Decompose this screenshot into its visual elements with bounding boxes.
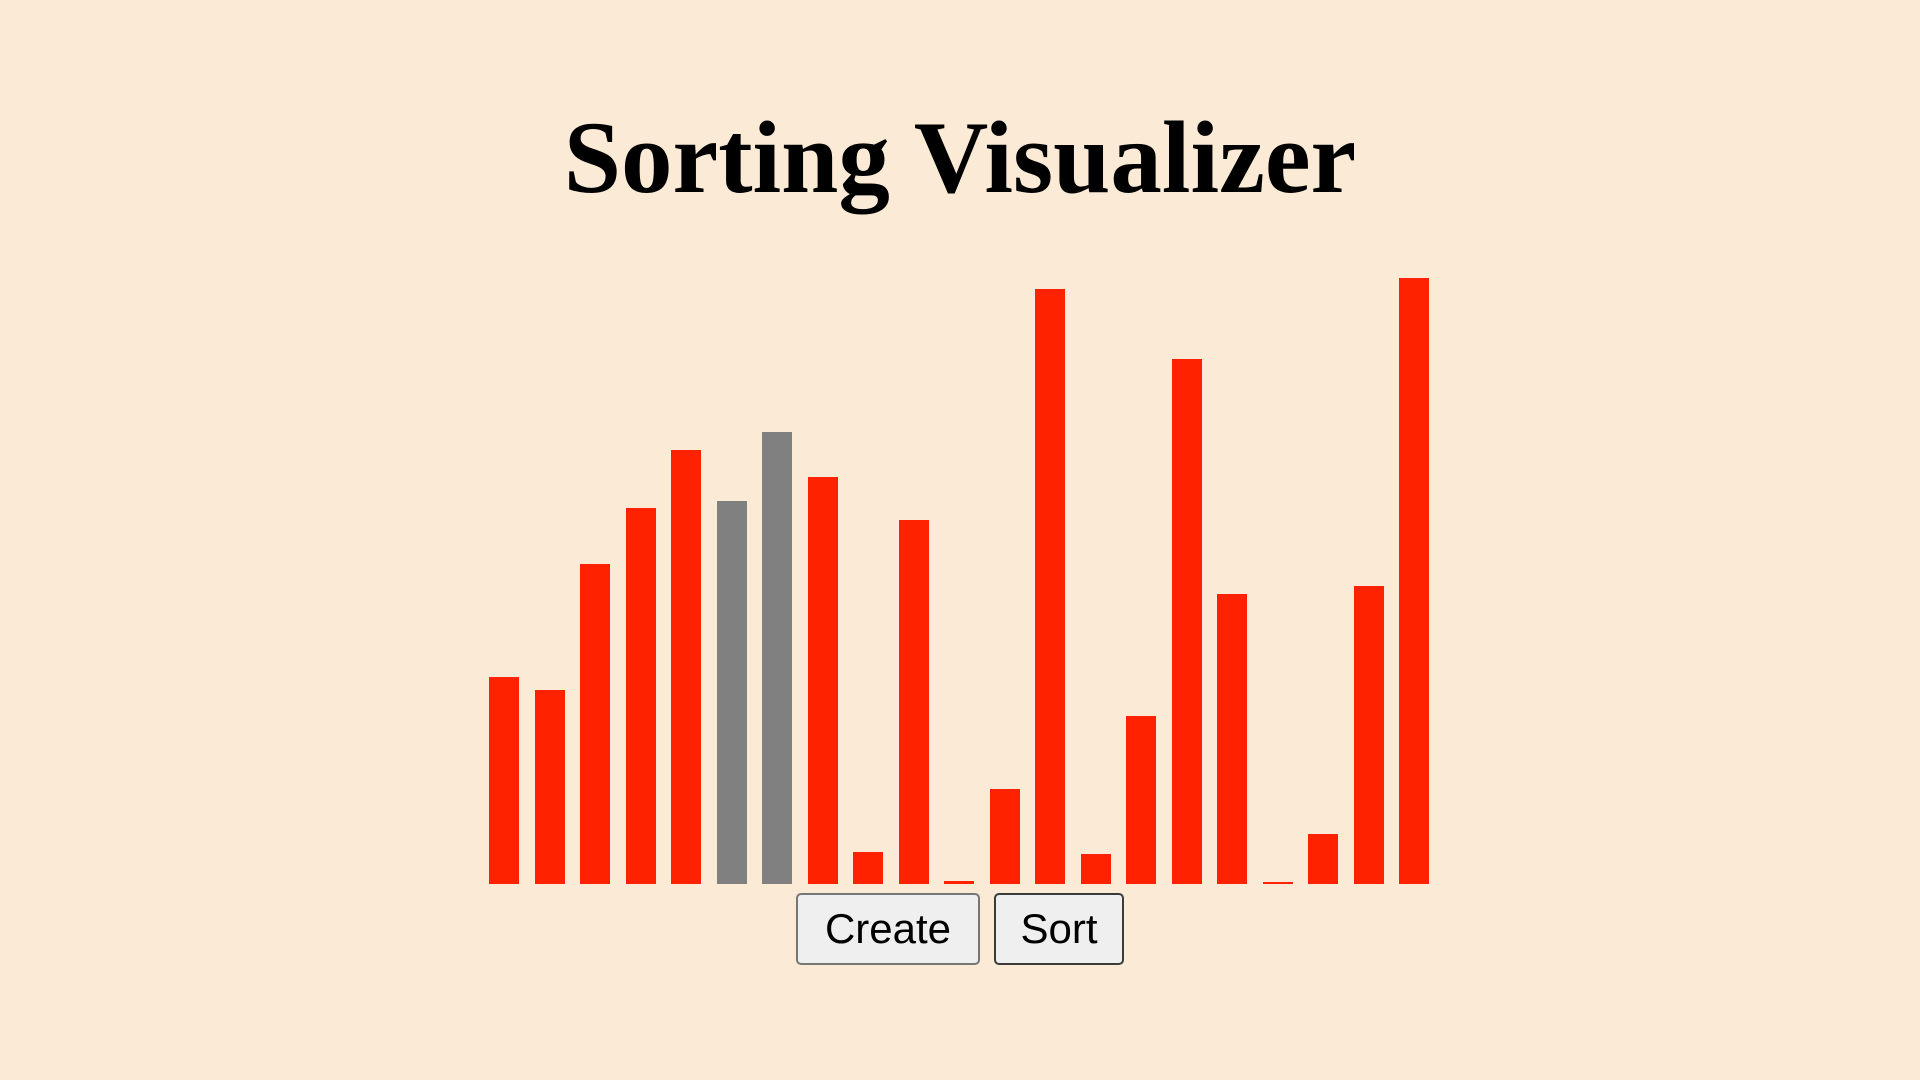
array-bar [944, 880, 974, 884]
array-bar [717, 500, 747, 884]
array-bar [1399, 278, 1429, 884]
array-bar [762, 432, 792, 884]
array-bar [1217, 594, 1247, 884]
array-bar [1081, 853, 1111, 884]
array-bar [1172, 358, 1202, 884]
bar-array [489, 260, 1429, 884]
array-bar [489, 676, 519, 884]
array-bar [899, 519, 929, 884]
array-bar [853, 851, 883, 884]
create-button[interactable]: Create [796, 893, 980, 965]
array-bar [1263, 882, 1293, 884]
array-bar [808, 477, 838, 884]
array-bar [1308, 833, 1338, 884]
array-bar [1035, 289, 1065, 884]
sort-button[interactable]: Sort [994, 893, 1124, 965]
array-bar [1126, 715, 1156, 884]
array-bar [1354, 586, 1384, 884]
page-title: Sorting Visualizer [563, 101, 1357, 215]
array-bar [990, 789, 1020, 884]
array-bar [535, 689, 565, 884]
array-bar [671, 450, 701, 884]
array-bar [626, 507, 656, 884]
controls: Create Sort [0, 893, 1920, 965]
array-bar [580, 563, 610, 884]
